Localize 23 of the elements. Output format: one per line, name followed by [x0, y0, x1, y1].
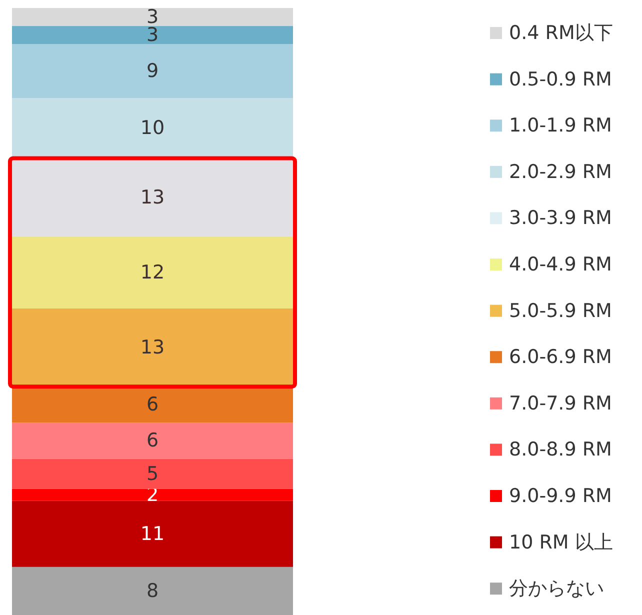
data-label: 8 [146, 580, 159, 602]
legend-label: 分からない [509, 578, 604, 600]
data-label: 13 [140, 336, 165, 359]
legend-label: 4.0-4.9 RM [509, 254, 612, 276]
legend-label: 7.0-7.9 RM [509, 392, 612, 414]
data-label: 10 [140, 117, 165, 140]
legend-label: 6.0-6.9 RM [509, 346, 612, 368]
legend-label: 9.0-9.9 RM [509, 485, 612, 507]
legend-label: 2.0-2.9 RM [509, 160, 612, 183]
data-label: 6 [146, 430, 159, 452]
legend-label: 0.5-0.9 RM [509, 68, 612, 90]
legend-label: 3.0-3.9 RM [509, 207, 612, 230]
data-label: 9 [146, 60, 159, 82]
data-label: 12 [140, 261, 165, 284]
legend-label: 0.4 RM以下 [509, 22, 613, 44]
legend-label: 8.0-8.9 RM [509, 438, 612, 461]
data-label: 11 [140, 522, 165, 545]
legend-label: 5.0-5.9 RM [509, 300, 612, 322]
data-label: 5 [146, 462, 159, 485]
legend-label: 10 RM 以上 [509, 531, 613, 554]
data-label: 6 [146, 394, 159, 416]
legend-label: 1.0-1.9 RM [509, 114, 612, 137]
data-label: 13 [140, 186, 165, 208]
